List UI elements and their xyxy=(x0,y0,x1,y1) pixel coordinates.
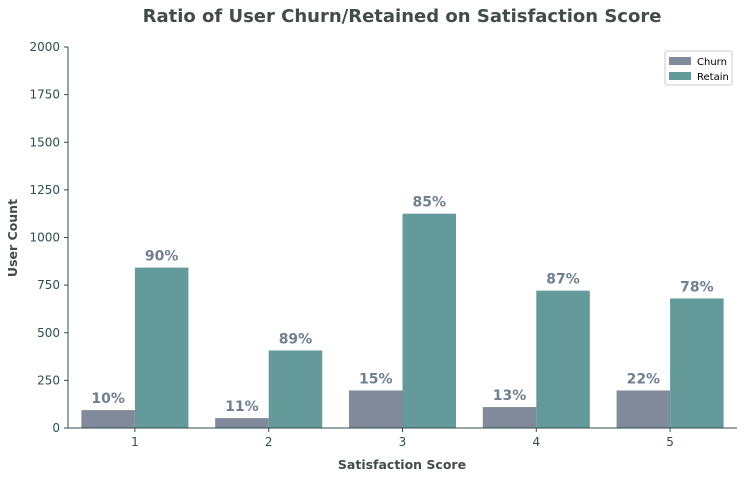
y-tick-label: 2000 xyxy=(29,40,60,54)
y-tick-label: 1500 xyxy=(29,135,60,149)
bar-retain-1 xyxy=(134,267,189,428)
y-tick-label: 1750 xyxy=(29,88,60,102)
bar-retain-3 xyxy=(402,213,457,428)
bar-label-retain-5: 78% xyxy=(680,279,714,295)
bar-label-retain-1: 90% xyxy=(145,249,179,265)
legend-label-churn: Churn xyxy=(697,57,727,68)
bar-retain-5 xyxy=(670,298,724,428)
y-tick-label: 750 xyxy=(37,278,60,292)
bar-label-churn-4: 13% xyxy=(493,388,527,404)
bar-labels-group: 10% 11% 15% 13% 22% 90% 89% 85% 87% 78% xyxy=(91,195,713,415)
y-axis-label: User Count xyxy=(5,199,20,277)
bar-label-retain-2: 89% xyxy=(279,331,313,347)
y-tick-label: 1250 xyxy=(29,183,60,197)
y-tick-label: 1000 xyxy=(29,231,60,245)
bar-label-retain-4: 87% xyxy=(546,272,580,288)
x-ticks-group: 1 2 3 4 5 xyxy=(131,428,674,449)
x-tick-label: 4 xyxy=(532,435,540,449)
bar-churn-3 xyxy=(348,390,403,428)
x-axis-label: Satisfaction Score xyxy=(338,457,466,472)
bar-label-churn-2: 11% xyxy=(225,399,259,415)
bar-retain-2 xyxy=(268,350,323,428)
bar-retain-4 xyxy=(536,290,590,428)
bar-churn-1 xyxy=(81,410,135,428)
bar-label-churn-5: 22% xyxy=(627,371,661,387)
legend-label-retain: Retain xyxy=(697,72,729,83)
bar-churn-4 xyxy=(482,407,537,428)
y-ticks-group: 0 250 500 750 1000 1250 1500 1750 2000 xyxy=(29,40,68,435)
bar-label-churn-1: 10% xyxy=(91,391,125,407)
y-tick-label: 500 xyxy=(37,326,60,340)
y-tick-label: 0 xyxy=(52,421,60,435)
x-tick-label: 5 xyxy=(666,435,674,449)
bar-churn-2 xyxy=(215,418,269,428)
bar-label-retain-3: 85% xyxy=(413,195,447,211)
x-tick-label: 2 xyxy=(265,435,273,449)
chart-title: Ratio of User Churn/Retained on Satisfac… xyxy=(143,6,662,27)
y-tick-label: 250 xyxy=(37,373,60,387)
legend: Churn Retain xyxy=(664,50,733,86)
bar-label-churn-3: 15% xyxy=(359,371,393,387)
bars-group xyxy=(81,213,724,428)
legend-swatch-retain xyxy=(669,72,691,80)
legend-swatch-churn xyxy=(669,57,691,65)
x-tick-label: 1 xyxy=(131,435,139,449)
x-tick-label: 3 xyxy=(399,435,407,449)
bar-churn-5 xyxy=(616,390,671,428)
